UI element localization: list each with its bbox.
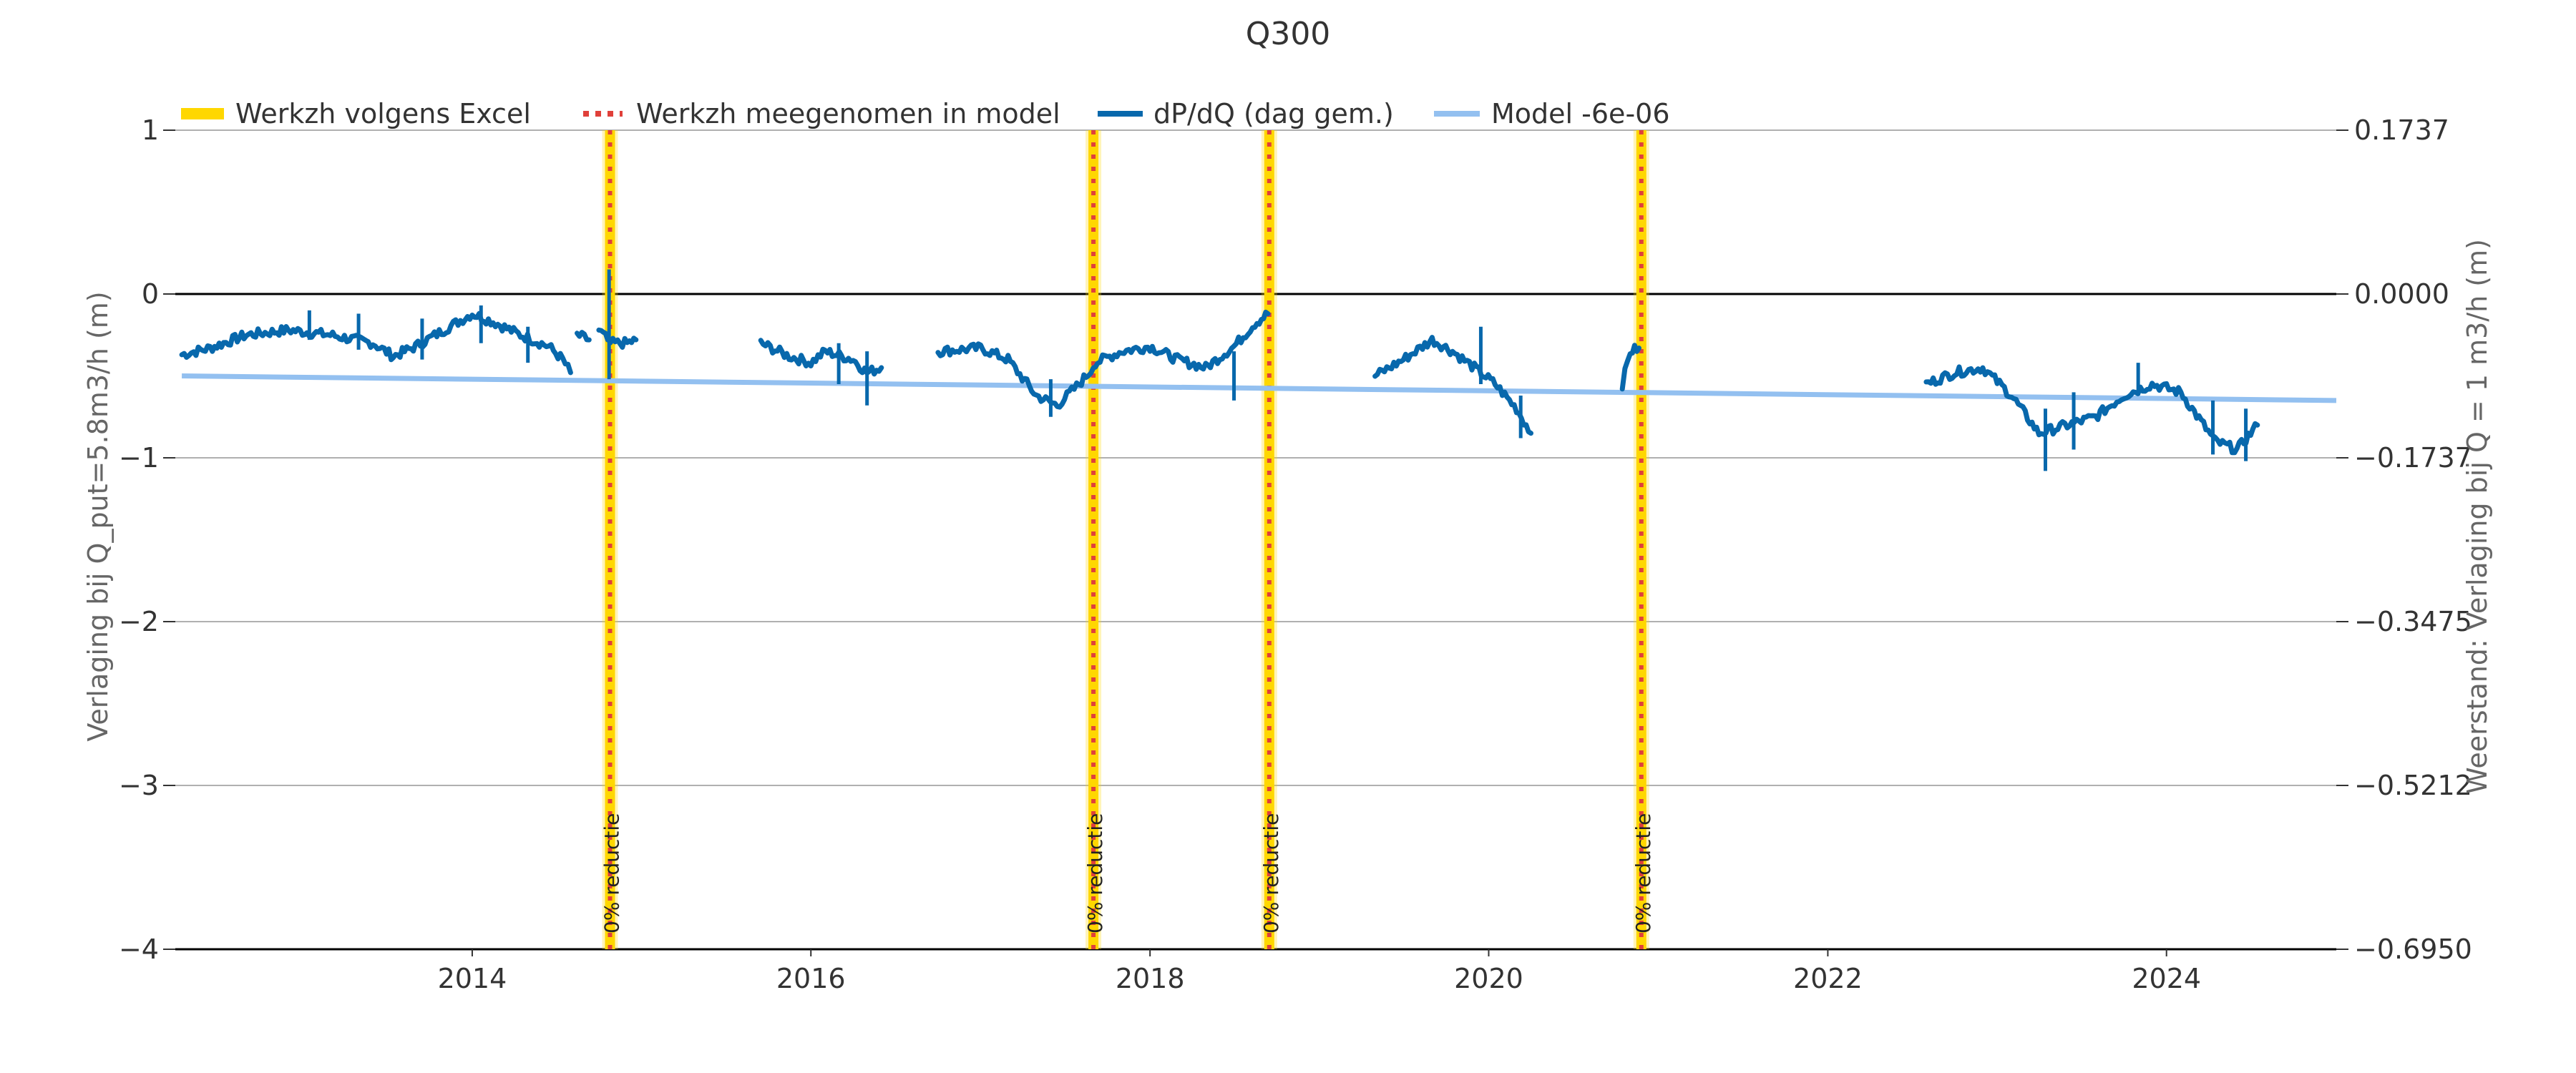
- event-label: 0% reductie: [1631, 813, 1655, 934]
- legend-label-model-events: Werkzh meegenomen in model: [636, 98, 1060, 129]
- legend-label-model: Model -6e-06: [1491, 98, 1670, 129]
- series-line-model: [182, 373, 2337, 403]
- y-tick-label-right: 0.0000: [2354, 278, 2449, 310]
- series-line-dpdq: [179, 310, 573, 376]
- x-tick-label: 2016: [776, 963, 846, 994]
- event-label: 0% reductie: [600, 813, 624, 934]
- series-line-dpdq: [758, 338, 884, 377]
- y-axis-label-right: Weerstand: Verlaging bij Q = 1 m3/h (m): [2462, 239, 2493, 794]
- series-line-dpdq: [1619, 343, 1641, 392]
- maintenance-bands: 0% reductie 0% reductie 0% reductie 0% redu…: [600, 130, 1655, 949]
- series-line-dpdq: [1923, 364, 2260, 456]
- y-tick-label-left: 0: [142, 278, 159, 310]
- x-tick-label: 2022: [1793, 963, 1863, 994]
- event-label: 0% reductie: [1083, 813, 1107, 934]
- model-line-layer: [182, 373, 2337, 403]
- legend-label-excel: Werkzh volgens Excel: [235, 98, 531, 129]
- measurement-layer: [179, 269, 2260, 471]
- y-tick-label-right: −0.3475: [2354, 606, 2472, 637]
- series-line-dpdq: [596, 327, 610, 343]
- y-tick-label-right: −0.5212: [2354, 770, 2472, 801]
- x-tick-label: 2018: [1116, 963, 1185, 994]
- legend-label-dpdq: dP/dQ (dag gem.): [1153, 98, 1394, 129]
- y-axis-left: 1 0 −1 −2 −3 −4: [119, 114, 175, 965]
- grid-lines: [175, 129, 2336, 951]
- series-line-dpdq: [1093, 309, 1271, 372]
- y-axis-right: 0.1737 0.0000 −0.1737 −0.3475 −0.5212 −0.6950: [2336, 114, 2472, 965]
- x-tick-label: 2014: [438, 963, 507, 994]
- legend-item-model: Model -6e-06: [1434, 98, 1670, 129]
- chart-title: Q300: [1246, 16, 1331, 52]
- y-tick-label-left: −2: [119, 606, 159, 637]
- legend: Werkzh volgens Excel Werkzh meegenomen i…: [181, 98, 1670, 129]
- series-line-dpdq: [935, 341, 1096, 410]
- series-line-dpdq: [575, 330, 592, 343]
- y-tick-label-left: −3: [119, 770, 159, 801]
- y-tick-label-left: −1: [119, 442, 159, 474]
- y-tick-label-left: −4: [119, 934, 159, 965]
- y-tick-label-right: −0.6950: [2354, 934, 2472, 965]
- y-tick-label-left: 1: [142, 114, 159, 146]
- y-tick-label-right: −0.1737: [2354, 442, 2472, 474]
- x-tick-label: 2024: [2132, 963, 2201, 994]
- x-tick-label: 2020: [1454, 963, 1523, 994]
- y-tick-label-right: 0.1737: [2354, 114, 2449, 146]
- x-axis: 2014 2016 2018 2020 2022 2024: [438, 949, 2201, 994]
- series-line-dpdq: [1372, 335, 1533, 436]
- y-axis-label-left: Verlaging bij Q_put=5.8m3/h (m): [82, 291, 114, 741]
- event-label: 0% reductie: [1259, 813, 1283, 934]
- legend-item-model-events: Werkzh meegenomen in model: [583, 98, 1060, 129]
- legend-item-dpdq: dP/dQ (dag gem.): [1098, 98, 1394, 129]
- legend-item-excel: Werkzh volgens Excel: [181, 98, 531, 129]
- series-line-dpdq: [608, 335, 639, 350]
